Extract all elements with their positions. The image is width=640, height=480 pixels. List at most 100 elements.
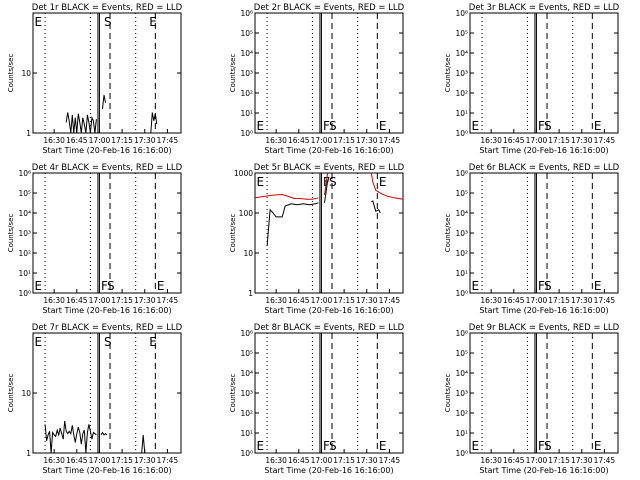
y-tick-label: 1000 — [234, 169, 253, 178]
detector-panel: Det 1r BLACK = Events, RED = LLD 1 10 Count… — [7, 3, 183, 155]
x-tick-label: 16:30 — [480, 136, 502, 145]
detector-panel: Det 6r BLACK = Events, RED = LLD 10⁰ 10¹ 10… — [444, 163, 620, 315]
x-axis-label: Start Time (20-Feb-16 16:16:00) — [479, 306, 608, 315]
events-series-line — [150, 112, 158, 133]
events-series-line — [65, 112, 97, 133]
events-series-line — [102, 94, 106, 110]
x-tick-label: 16:30 — [265, 136, 287, 145]
y-tick-label: 1 — [26, 129, 31, 138]
event-marker-letter: S — [107, 279, 115, 293]
y-axis-label: Counts/sec — [7, 54, 15, 93]
y-axis-label: Counts/sec — [7, 374, 15, 413]
x-tick-label: 16:30 — [265, 456, 287, 465]
x-tick-label: 17:45 — [379, 296, 401, 305]
x-tick-label: 17:30 — [134, 136, 156, 145]
lld-series-line — [370, 173, 403, 200]
y-tick-label: 10³ — [455, 389, 468, 398]
y-tick-label: 10¹ — [240, 109, 253, 118]
x-tick-label: 17:45 — [379, 136, 401, 145]
x-tick-label: 16:30 — [480, 296, 502, 305]
y-tick-label: 10⁵ — [455, 349, 468, 358]
x-tick-label: 16:45 — [66, 456, 88, 465]
lld-series-line — [324, 173, 330, 196]
y-axis-label: Counts/sec — [444, 54, 452, 93]
x-tick-label: 16:45 — [288, 456, 310, 465]
detector-panel: Det 4r BLACK = Events, RED = LLD 10⁰ 10¹ 10… — [7, 163, 183, 315]
y-tick-label: 10⁴ — [455, 49, 468, 58]
y-tick-label: 10⁰ — [240, 129, 253, 138]
y-tick-label: 10¹ — [455, 109, 468, 118]
event-marker-letter: E — [149, 335, 157, 349]
y-tick-label: 10 — [21, 69, 31, 78]
y-tick-label: 10⁰ — [455, 129, 468, 138]
plot-frame — [254, 172, 404, 294]
x-tick-label: 17:15 — [333, 296, 355, 305]
x-tick-label: 17:45 — [157, 456, 179, 465]
plot-frame — [32, 172, 182, 294]
y-tick-label: 10⁴ — [240, 369, 253, 378]
y-tick-label: 10⁴ — [240, 49, 253, 58]
y-axis-label: Counts/sec — [7, 214, 15, 253]
event-marker-letter: S — [104, 335, 112, 349]
x-tick-label: 17:45 — [594, 456, 616, 465]
x-tick-label: 17:00 — [526, 136, 548, 145]
x-tick-label: 17:45 — [594, 136, 616, 145]
event-marker-letter: E — [149, 15, 157, 29]
x-tick-label: 17:00 — [311, 136, 333, 145]
y-tick-label: 10¹ — [18, 269, 31, 278]
event-marker-letter: E — [257, 175, 265, 189]
x-tick-label: 17:30 — [356, 456, 378, 465]
detector-panel: Det 9r BLACK = Events, RED = LLD 10⁰ 10¹ 10… — [444, 323, 620, 475]
y-tick-label: 100 — [239, 209, 254, 218]
lld-series-line — [255, 193, 319, 200]
x-axis-label: Start Time (20-Feb-16 16:16:00) — [42, 306, 171, 315]
y-tick-label: 10² — [240, 409, 253, 418]
y-tick-label: 10³ — [455, 229, 468, 238]
x-tick-label: 17:00 — [89, 456, 111, 465]
event-marker-letter: E — [35, 279, 43, 293]
x-tick-label: 17:00 — [89, 136, 111, 145]
event-marker-letter: F — [538, 439, 545, 453]
panel-title: Det 9r BLACK = Events, RED = LLD — [469, 323, 620, 333]
x-tick-label: 17:00 — [89, 296, 111, 305]
plot-frame — [254, 12, 404, 134]
x-tick-label: 17:30 — [571, 456, 593, 465]
event-marker-letter: E — [472, 119, 480, 133]
event-marker-letter: S — [104, 15, 112, 29]
event-marker-letter: E — [379, 175, 387, 189]
panel-title: Det 3r BLACK = Events, RED = LLD — [469, 3, 620, 13]
event-marker-letter: S — [329, 175, 337, 189]
detector-panel: Det 7r BLACK = Events, RED = LLD 1 10 Count… — [7, 323, 183, 475]
y-tick-label: 10⁵ — [455, 189, 468, 198]
x-tick-label: 17:15 — [548, 456, 570, 465]
event-marker-letter: F — [323, 119, 330, 133]
panel-title: Det 1r BLACK = Events, RED = LLD — [32, 3, 183, 13]
x-tick-label: 16:45 — [503, 456, 525, 465]
x-tick-label: 16:45 — [503, 136, 525, 145]
events-series-line — [141, 434, 146, 453]
x-tick-label: 16:30 — [265, 296, 287, 305]
x-tick-label: 17:15 — [111, 136, 133, 145]
y-tick-label: 10 — [21, 389, 31, 398]
y-tick-label: 10⁰ — [455, 289, 468, 298]
event-marker-letter: E — [594, 119, 602, 133]
x-tick-label: 17:30 — [356, 136, 378, 145]
detector-panel: Det 8r BLACK = Events, RED = LLD 10⁰ 10¹ 10… — [229, 323, 405, 475]
events-series-line — [100, 431, 108, 436]
x-tick-label: 17:15 — [111, 296, 133, 305]
panel-title: Det 5r BLACK = Events, RED = LLD — [254, 163, 405, 173]
y-axis-label: Counts/sec — [444, 214, 452, 253]
event-marker-letter: F — [538, 279, 545, 293]
plot-frame — [254, 332, 404, 454]
y-axis-label: Counts/sec — [444, 374, 452, 413]
x-tick-label: 17:30 — [571, 296, 593, 305]
x-tick-label: 16:45 — [288, 136, 310, 145]
plot-frame — [469, 332, 619, 454]
plot-frame — [32, 12, 182, 134]
y-axis-label: Counts/sec — [229, 54, 237, 93]
x-axis-label: Start Time (20-Feb-16 16:16:00) — [479, 466, 608, 475]
event-marker-letter: E — [35, 335, 43, 349]
x-tick-label: 17:15 — [548, 296, 570, 305]
x-tick-label: 17:15 — [333, 456, 355, 465]
detector-panel: Det 3r BLACK = Events, RED = LLD 10⁰ 10¹ 10… — [444, 3, 620, 155]
